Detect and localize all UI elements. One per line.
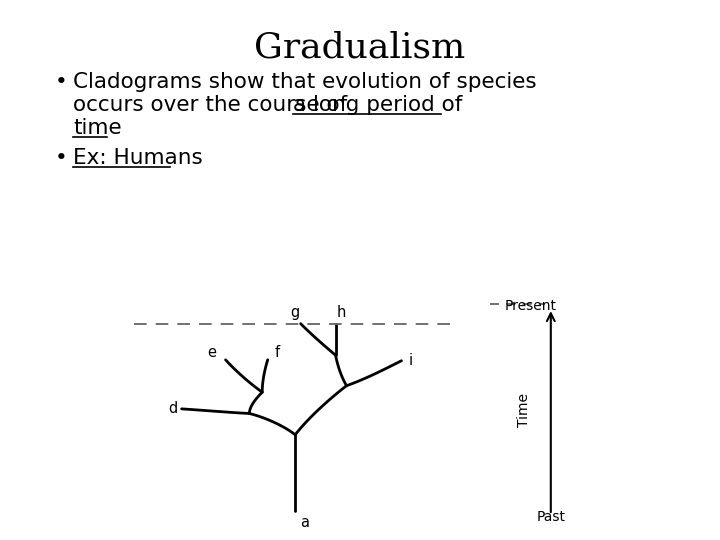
Text: time: time bbox=[73, 118, 122, 138]
Text: g: g bbox=[291, 305, 300, 320]
Text: d: d bbox=[168, 401, 178, 416]
Text: Gradualism: Gradualism bbox=[254, 30, 466, 64]
Text: occurs over the course of: occurs over the course of bbox=[73, 95, 354, 115]
Text: f: f bbox=[275, 345, 280, 360]
Text: a: a bbox=[300, 515, 309, 530]
Text: Present: Present bbox=[504, 299, 557, 313]
Text: Cladograms show that evolution of species: Cladograms show that evolution of specie… bbox=[73, 72, 536, 92]
Text: i: i bbox=[409, 353, 413, 368]
Text: •: • bbox=[55, 148, 68, 168]
Text: •: • bbox=[55, 72, 68, 92]
Text: a long period of: a long period of bbox=[293, 95, 462, 115]
Text: Ex: Humans: Ex: Humans bbox=[73, 148, 203, 168]
Text: h: h bbox=[336, 305, 346, 320]
Text: Time: Time bbox=[517, 394, 531, 427]
Text: Past: Past bbox=[536, 510, 565, 524]
Text: e: e bbox=[207, 345, 217, 360]
